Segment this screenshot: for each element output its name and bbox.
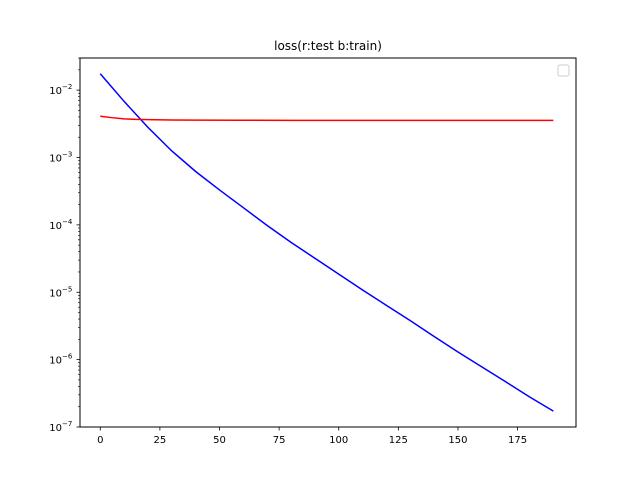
y-tick-label-exponent: −7 — [62, 420, 72, 428]
y-tick-label-exponent: −2 — [62, 83, 72, 91]
series-layer — [99, 73, 554, 412]
y-tick-label-base: 10 — [49, 154, 62, 165]
y-tick-label-base: 10 — [49, 86, 62, 97]
y-tick-label-exponent: −5 — [62, 285, 72, 293]
plot-frame — [79, 57, 577, 428]
y-tick-label-exponent: −3 — [62, 151, 72, 159]
x-tick-label: 75 — [273, 435, 286, 446]
y-tick-label-base: 10 — [49, 423, 62, 434]
series-line-1 — [100, 115, 554, 122]
legend-box — [557, 64, 570, 77]
y-tick-label-exponent: −6 — [62, 353, 73, 361]
x-tick-label: 25 — [154, 435, 167, 446]
y-tick-label-exponent: −4 — [62, 218, 73, 226]
x-tick-label: 150 — [448, 435, 467, 446]
y-tick-label-base: 10 — [49, 288, 62, 299]
x-tick-label: 175 — [508, 435, 527, 446]
x-tick-label: 125 — [389, 435, 408, 446]
x-tick-label: 100 — [329, 435, 348, 446]
y-tick-label-base: 10 — [49, 356, 62, 367]
chart-title: loss(r:test b:train) — [274, 39, 382, 53]
x-tick-label: 0 — [97, 435, 103, 446]
series-line-0 — [99, 73, 554, 412]
x-tick-label: 50 — [213, 435, 226, 446]
y-tick-label-base: 10 — [49, 221, 62, 232]
